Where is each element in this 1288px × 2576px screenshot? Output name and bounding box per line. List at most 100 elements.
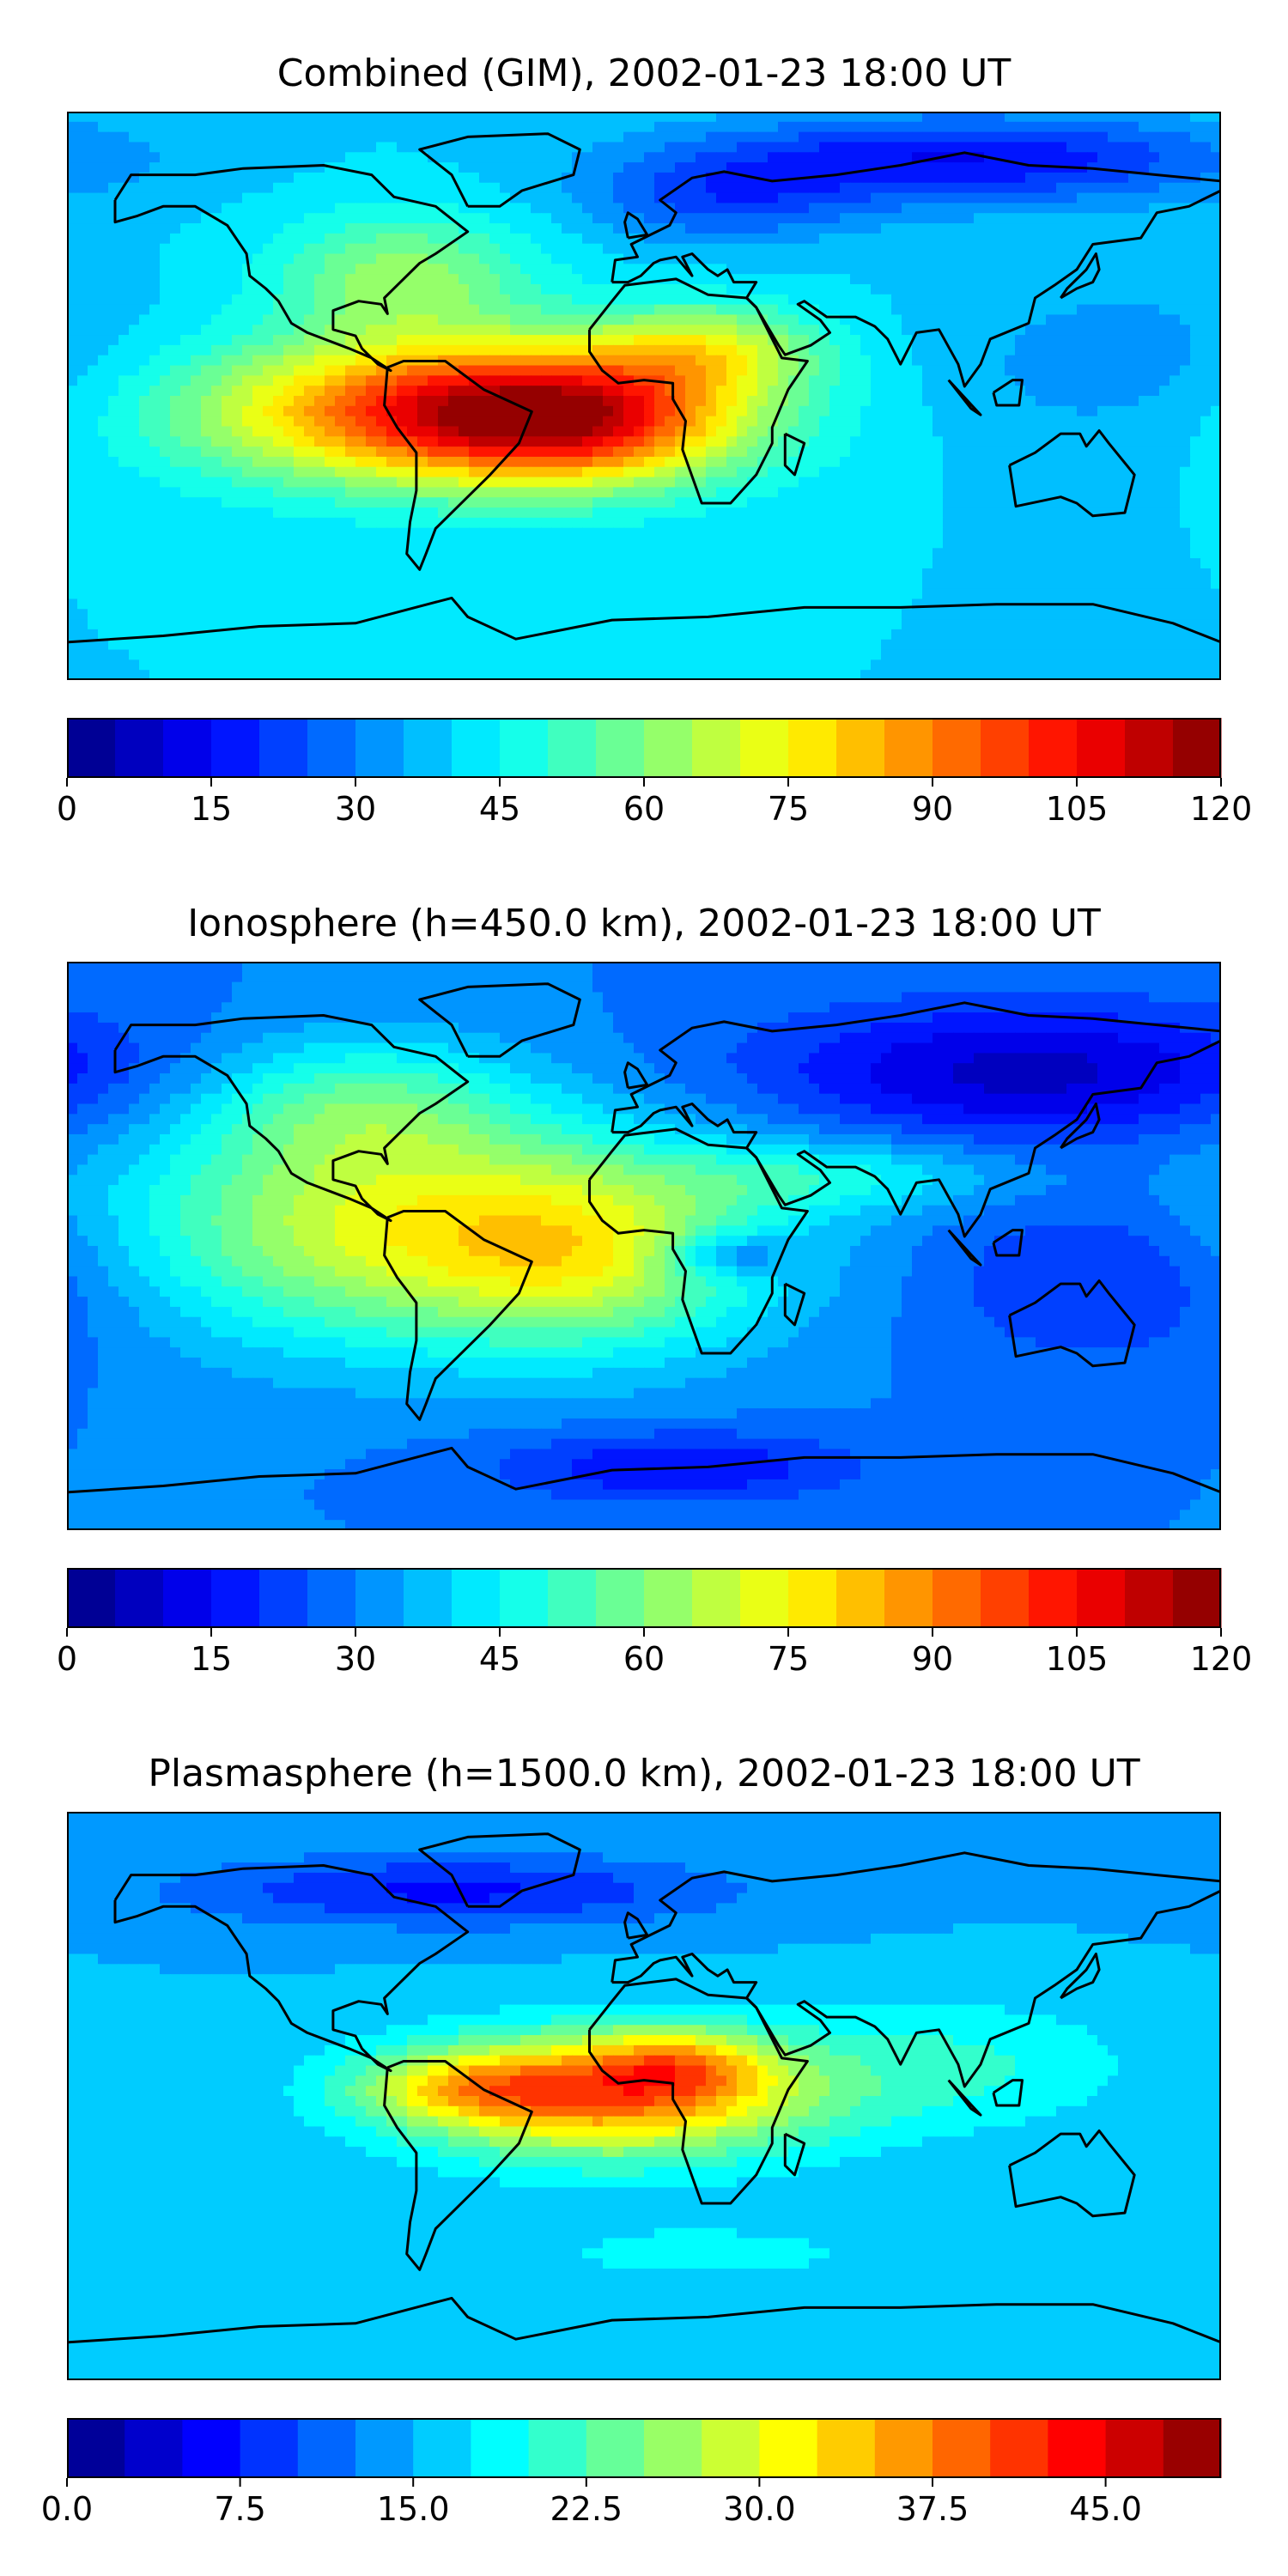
colorbar-tick-label: 0 [56,790,78,828]
colorbar-tick-label: 75 [767,790,810,828]
panel-plasmasphere: Plasmasphere (h=1500.0 km), 2002-01-23 1… [0,1700,1288,2576]
colorbar [66,2418,1222,2487]
colorbar-swatch [933,718,981,778]
colorbar-swatch [1077,1568,1126,1628]
colorbar-swatch [596,718,645,778]
tec-field [67,962,1221,1530]
coastline [611,1851,1221,2088]
colorbar-swatch [115,1568,164,1628]
colorbar-tick-labels: 0 15 30 45 60 75 90 105 120 [57,790,1252,833]
colorbar-swatch [404,1568,453,1628]
colorbar-swatch [1125,718,1174,778]
coastline [947,2079,982,2117]
colorbar-swatch [413,2418,471,2478]
colorbar-swatch [500,1568,549,1628]
coastline [992,2079,1024,2107]
colorbar-swatch [452,1568,501,1628]
coastline [783,432,806,477]
coastline [588,1978,809,2205]
coastline [947,379,982,416]
coastline [611,151,1221,388]
colorbar-swatch [307,718,356,778]
coastline [67,2296,1221,2344]
colorbar-swatch [211,718,260,778]
colorbar [66,1568,1222,1637]
colorbar-tick-label: 60 [623,790,665,828]
tec-map [67,962,1221,1530]
colorbar-tick-label: 15 [190,790,233,828]
coastline [947,1229,982,1267]
panel-ionosphere: Ionosphere (h=450.0 km), 2002-01-23 18:0… [0,850,1288,1709]
colorbar-tick-label: 0.0 [40,2490,94,2528]
colorbar-swatch [163,1568,212,1628]
colorbar-frame [67,718,1221,778]
colorbar-swatch [1105,2418,1164,2478]
colorbar-swatch [874,2418,933,2478]
colorbar-tick-label: 37.5 [896,2490,969,2528]
coastline [67,1446,1221,1494]
coastline [113,164,470,373]
panel-combined: Combined (GIM), 2002-01-23 18:00 UT 0 15 3… [0,0,1288,859]
colorbar-swatch [404,718,453,778]
colorbar-swatch [67,2418,125,2478]
colorbar-swatch [788,718,837,778]
colorbar-swatch [1163,2418,1222,2478]
colorbar-swatch [740,718,789,778]
coastline [383,360,533,571]
coastline [783,1282,806,1327]
colorbar-swatch [981,1568,1030,1628]
colorbar-swatch [182,2418,241,2478]
colorbar-swatch [307,1568,356,1628]
colorbar-tick-label: 90 [911,790,954,828]
colorbar-swatch [644,2418,702,2478]
colorbar-tick-label: 90 [911,1640,954,1678]
colorbar-swatch [1173,718,1222,778]
coastline [418,982,581,1058]
colorbar-swatch [933,2418,991,2478]
colorbar-swatch [759,2418,818,2478]
map-frame [67,962,1221,1530]
colorbar-tick-label: 45 [478,790,521,828]
colorbar-tick-label: 30 [334,1640,377,1678]
colorbar-swatch [163,718,212,778]
map-frame [67,112,1221,680]
tec-map [67,1812,1221,2380]
colorbar-swatch [740,1568,789,1628]
colorbar-swatch [355,718,404,778]
colorbar-swatch [644,718,693,778]
coastline [992,1229,1024,1257]
coastline [623,211,649,240]
colorbar-tick-labels: 0.0 7.5 15.0 22.5 30.0 37.5 45.0 [41,2490,1221,2533]
colorbar-swatch [836,718,885,778]
coastline [588,1127,809,1355]
tec-field [67,112,1221,680]
coastline [588,277,809,505]
coastlines [67,1832,1221,2344]
colorbar-tick-labels: 0 15 30 45 60 75 90 105 120 [57,1640,1252,1683]
coastline [113,1014,470,1223]
colorbar-swatch [259,718,308,778]
colorbar-swatch [500,718,549,778]
colorbar-swatch [692,1568,741,1628]
colorbar-swatch [548,718,597,778]
colorbar-swatch [990,2418,1048,2478]
colorbar-swatch [471,2418,530,2478]
colorbar-swatch [884,718,933,778]
colorbar-swatch [211,1568,260,1628]
colorbar-swatch [692,718,741,778]
colorbar-swatch [259,1568,308,1628]
colorbar-tick-label: 75 [767,1640,810,1678]
colorbar-tick-label: 45 [478,1640,521,1678]
colorbar-tick-label: 15.0 [376,2490,450,2528]
colorbar-swatch [1173,1568,1222,1628]
coastline [113,1864,470,2073]
tec-map [67,112,1221,680]
colorbar-tick-label: 105 [1045,790,1109,828]
coastline [623,1911,649,1940]
coastline [418,1832,581,1908]
coastlines [67,982,1221,1494]
colorbar-tick-label: 0 [56,1640,78,1678]
coastline [67,596,1221,644]
colorbar-tick-label: 45.0 [1069,2490,1142,2528]
colorbar-swatch [355,2418,414,2478]
